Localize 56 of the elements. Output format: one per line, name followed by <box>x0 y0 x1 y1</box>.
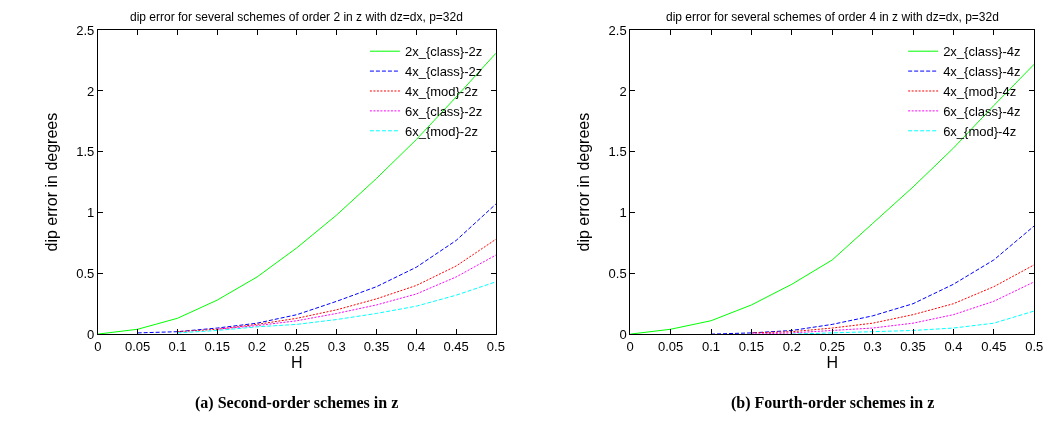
legend-label: 4x_{class}-4z <box>943 64 1021 80</box>
y-axis-title: dip error in degrees <box>43 112 61 252</box>
chart-title: dip error for several schemes of order 4 in z with dz=dx, p=32d <box>666 10 999 24</box>
x-tick-label: 0.45 <box>443 338 469 354</box>
line-series <box>750 281 1035 335</box>
x-tick-label: 0.1 <box>168 338 187 354</box>
y-tick-label: 2.5 <box>76 22 95 38</box>
legend-label: 6x_{mod}-4z <box>943 123 1017 139</box>
y-tick-label: 0 <box>619 326 627 342</box>
legend-label: 2x_{class}-2z <box>404 44 483 60</box>
x-tick-label: 0.2 <box>782 338 801 354</box>
x-tick-label: 0.3 <box>863 338 882 354</box>
legend-label: 6x_{mod}-2z <box>404 123 478 139</box>
text: (a) Second-order schemes in z <box>195 394 399 412</box>
legend-label: 2x_{class}-4z <box>943 44 1021 60</box>
x-tick-label: 0.25 <box>284 338 310 354</box>
chart-title: dip error for several schemes of order 2 in z with dz=dx, p=32d <box>130 10 463 24</box>
x-tick-label: 0.4 <box>407 338 426 354</box>
y-tick-label: 0.5 <box>76 265 95 281</box>
y-tick-label: 1.5 <box>76 144 95 160</box>
x-tick-label: 0.2 <box>248 338 267 354</box>
x-tick-label: 0.5 <box>486 338 505 354</box>
x-axis-title: H <box>826 353 839 371</box>
line-series <box>216 254 496 330</box>
line-series <box>137 203 496 334</box>
y-tick-label: 1 <box>87 205 95 221</box>
legend-label: 6x_{class}-4z <box>943 103 1021 119</box>
legend-label: 4x_{mod}-2z <box>404 84 478 100</box>
line-series <box>791 310 1035 335</box>
x-tick-label: 0.45 <box>981 338 1007 354</box>
y-tick-label: 2 <box>619 83 627 99</box>
line-series <box>176 281 496 334</box>
line-series <box>710 225 1035 335</box>
y-axis-title: dip error in degrees <box>575 112 593 252</box>
line-series <box>176 238 496 333</box>
y-tick-label: 2 <box>87 83 95 99</box>
x-tick-label: 0.05 <box>657 338 684 354</box>
x-axis-title: H <box>291 353 303 371</box>
y-tick-label: 1.5 <box>608 144 627 160</box>
x-tick-label: 0.35 <box>900 338 926 354</box>
x-tick-label: 0.3 <box>327 338 346 354</box>
x-tick-label: 0.15 <box>738 338 765 354</box>
x-tick-label: 0.1 <box>701 338 721 354</box>
y-tick-label: 1 <box>619 205 627 221</box>
x-tick-label: 0.15 <box>204 338 230 354</box>
y-tick-label: 0.5 <box>608 265 627 281</box>
x-tick-label: 0.05 <box>124 338 151 354</box>
x-tick-label: 0.4 <box>944 338 963 354</box>
x-tick-label: 0.25 <box>819 338 845 354</box>
y-tick-label: 2.5 <box>608 22 627 38</box>
text: (b) Fourth-order schemes in z <box>731 394 935 412</box>
line-series <box>750 264 1035 334</box>
x-tick-label: 0.35 <box>363 338 390 354</box>
line-series <box>630 63 1035 335</box>
y-tick-label: 0 <box>87 326 95 342</box>
x-tick-label: 0.5 <box>1025 338 1044 354</box>
